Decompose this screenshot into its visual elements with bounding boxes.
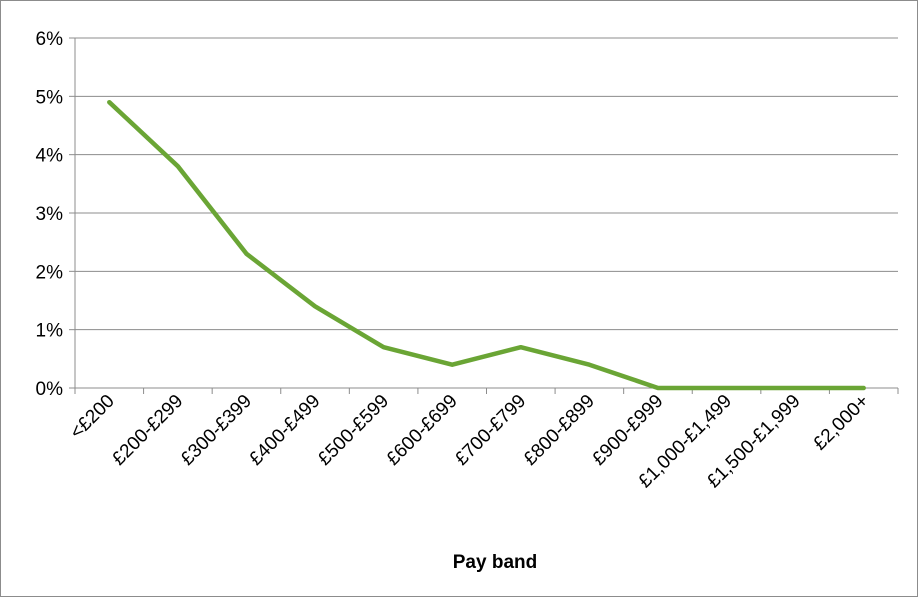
x-tick-label: £800-£899 — [520, 391, 599, 470]
y-tick-label: 1% — [36, 321, 64, 342]
data-point — [382, 345, 386, 349]
data-point — [244, 252, 248, 256]
data-point — [107, 100, 111, 104]
data-point — [176, 164, 180, 168]
series-line — [107, 99, 866, 391]
data-point — [725, 386, 729, 390]
y-tick-label: 6% — [36, 29, 64, 50]
x-tick-label: £300-£399 — [177, 391, 256, 470]
x-tick-label: £400-£499 — [245, 391, 324, 470]
y-tick-label: 2% — [36, 262, 64, 283]
x-tick-label: £200-£299 — [108, 391, 187, 470]
x-tick-label: £600-£699 — [383, 391, 462, 470]
x-tick-labels: <£200£200-£299£300-£399£400-£499£500-£59… — [66, 388, 899, 492]
series-layer — [107, 99, 866, 391]
data-point — [656, 386, 660, 390]
data-point — [793, 386, 797, 390]
data-point — [587, 363, 591, 367]
y-tick-labels: 0% 1% 2% 3% 4% 5% 6% — [36, 29, 64, 400]
y-tick-label: 5% — [36, 87, 64, 108]
data-point — [862, 386, 866, 390]
data-point — [450, 363, 454, 367]
gridlines — [69, 37, 898, 389]
data-point — [313, 304, 317, 308]
x-tick-label: <£200 — [66, 391, 119, 444]
x-tick-label: £500-£599 — [314, 391, 393, 470]
x-tick-label: £2,000+ — [809, 391, 873, 455]
data-point — [519, 345, 523, 349]
y-tick-label: 3% — [36, 204, 64, 225]
y-tick-label: 0% — [36, 379, 64, 400]
x-tick-label: £700-£799 — [451, 391, 530, 470]
x-axis-title: Pay band — [453, 552, 537, 573]
y-tick-label: 4% — [36, 146, 64, 167]
